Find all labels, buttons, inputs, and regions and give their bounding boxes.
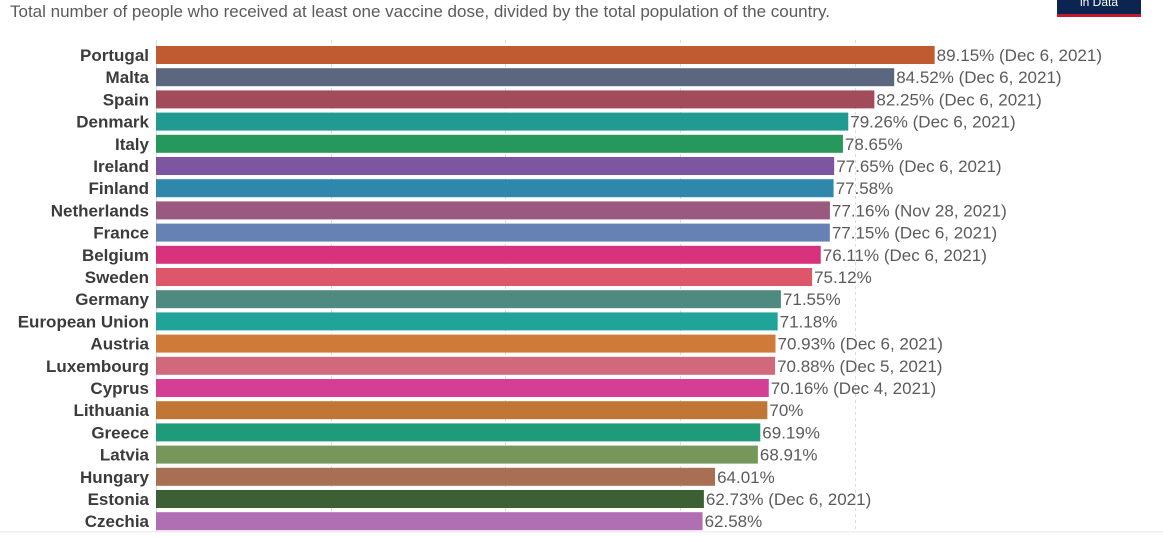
category-label: Sweden	[85, 268, 149, 287]
bar-spain[interactable]	[156, 90, 875, 109]
bar-lithuania[interactable]	[156, 401, 768, 420]
category-label: Finland	[89, 179, 149, 198]
value-label: 77.58%	[836, 179, 894, 198]
category-label: Germany	[75, 290, 149, 309]
value-label: 82.25% (Dec 6, 2021)	[876, 90, 1041, 109]
bar-germany[interactable]	[156, 290, 781, 309]
category-label: Spain	[103, 90, 149, 109]
category-label: Greece	[91, 423, 149, 442]
category-label: Denmark	[76, 113, 149, 132]
category-label: Netherlands	[51, 201, 149, 220]
bar-denmark[interactable]	[156, 112, 849, 131]
value-label: 70.16% (Dec 4, 2021)	[771, 379, 936, 398]
chart-subtitle: Total number of people who received at l…	[10, 2, 830, 21]
value-label: 79.26% (Dec 6, 2021)	[850, 113, 1015, 132]
category-label: European Union	[18, 312, 149, 331]
category-label: Cyprus	[90, 379, 149, 398]
bar-hungary[interactable]	[156, 467, 716, 486]
value-label: 78.65%	[845, 135, 903, 154]
value-label: 77.15% (Dec 6, 2021)	[832, 224, 997, 243]
bar-malta[interactable]	[156, 68, 895, 87]
value-label: 71.55%	[783, 290, 841, 309]
value-label: 77.65% (Dec 6, 2021)	[836, 157, 1001, 176]
category-label: Hungary	[80, 468, 150, 487]
value-label: 64.01%	[717, 468, 775, 487]
value-label: 75.12%	[814, 268, 872, 287]
category-label: Estonia	[88, 490, 150, 509]
bar-luxembourg[interactable]	[156, 356, 776, 375]
value-label: 69.19%	[762, 423, 820, 442]
bar-czechia[interactable]	[156, 512, 703, 531]
value-label: 70.88% (Dec 5, 2021)	[777, 357, 942, 376]
bar-austria[interactable]	[156, 334, 776, 353]
bar-greece[interactable]	[156, 423, 761, 442]
category-label: Belgium	[82, 246, 149, 265]
bar-estonia[interactable]	[156, 490, 704, 508]
value-label: 84.52% (Dec 6, 2021)	[896, 68, 1061, 87]
bar-portugal[interactable]	[156, 46, 935, 64]
value-label: 89.15% (Dec 6, 2021)	[937, 46, 1102, 65]
bar-italy[interactable]	[156, 134, 843, 153]
category-label: Latvia	[100, 446, 150, 465]
category-label: Ireland	[93, 157, 149, 176]
value-label: 71.18%	[780, 312, 838, 331]
value-label: 76.11% (Dec 6, 2021)	[823, 246, 987, 265]
bar-france[interactable]	[156, 223, 830, 242]
category-label: Italy	[115, 135, 150, 154]
bar-netherlands[interactable]	[156, 201, 830, 220]
value-label: 70.93% (Dec 6, 2021)	[778, 335, 943, 354]
category-label: Lithuania	[73, 401, 149, 420]
category-label: France	[93, 224, 149, 243]
bar-european-union[interactable]	[156, 312, 778, 331]
bar-finland[interactable]	[156, 179, 834, 198]
bar-latvia[interactable]	[156, 445, 758, 464]
bar-belgium[interactable]	[156, 245, 821, 264]
category-label: Portugal	[80, 46, 149, 65]
value-label: 68.91%	[760, 446, 818, 465]
value-label: 62.58%	[705, 512, 763, 531]
category-label: Czechia	[85, 512, 150, 531]
bar-cyprus[interactable]	[156, 379, 769, 397]
bar-ireland[interactable]	[156, 157, 835, 175]
owid-logo[interactable]: in Data	[1057, 0, 1141, 17]
category-label: Luxembourg	[46, 357, 149, 376]
value-label: 62.73% (Dec 6, 2021)	[706, 490, 871, 509]
value-label: 70%	[769, 401, 803, 420]
bar-sweden[interactable]	[156, 268, 813, 286]
value-label: 77.16% (Nov 28, 2021)	[832, 201, 1007, 220]
category-label: Austria	[90, 335, 149, 354]
category-label: Malta	[106, 68, 150, 87]
